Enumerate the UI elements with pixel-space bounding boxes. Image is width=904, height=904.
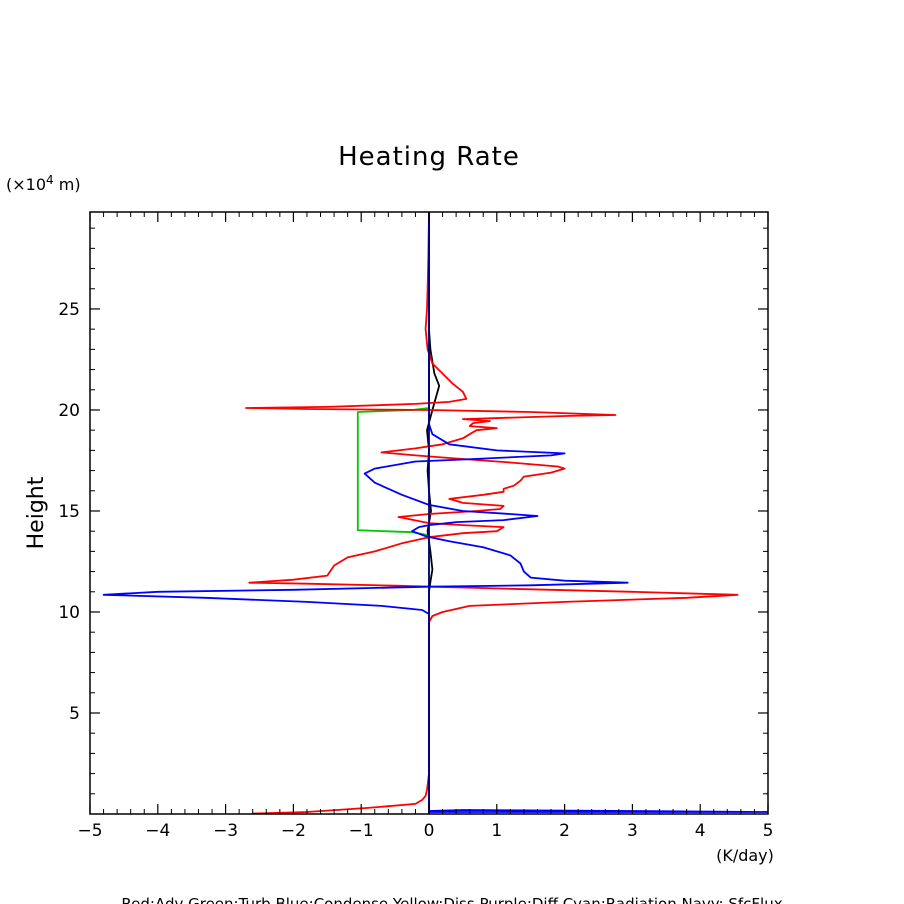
y-tick-label: 25 [58,300,80,320]
x-tick-label: 4 [695,821,706,841]
y-tick-label: 20 [58,401,80,421]
y-tick-label: 10 [58,603,80,623]
series-line-1 [356,212,430,814]
x-tick-label: −4 [145,821,170,841]
y-axis-label: Height [24,476,49,549]
axes: −5 −4 −3 −2 −1 0 1 2 3 4 5 5 10 15 20 25 [58,212,773,841]
x-tick-label: 5 [763,821,774,841]
x-tick-label: −3 [213,821,238,841]
x-tick-label: −1 [349,821,374,841]
x-tick-label: 1 [491,821,502,841]
x-tick-label: −2 [281,821,306,841]
x-tick-label: −5 [77,821,102,841]
y-tick-label: 5 [69,704,80,724]
y-unit-suffix: m) [54,175,81,194]
x-tick-label: 0 [424,821,435,841]
y-tick-label: 15 [58,502,80,522]
y-unit-exponent: 4 [46,173,54,187]
chart-title: Heating Rate [338,142,520,172]
y-unit-prefix: (×10 [6,175,46,194]
x-tick-label: 3 [627,821,638,841]
plot-area [102,212,768,814]
x-unit-label: (K/day) [716,846,774,865]
y-unit-label: (×104 m) [6,173,81,194]
series-line-3 [245,212,739,814]
x-tick-label: 2 [559,821,570,841]
legend-footer: Red:Adv Green:Turb Blue:Condense Yellow:… [121,895,782,904]
